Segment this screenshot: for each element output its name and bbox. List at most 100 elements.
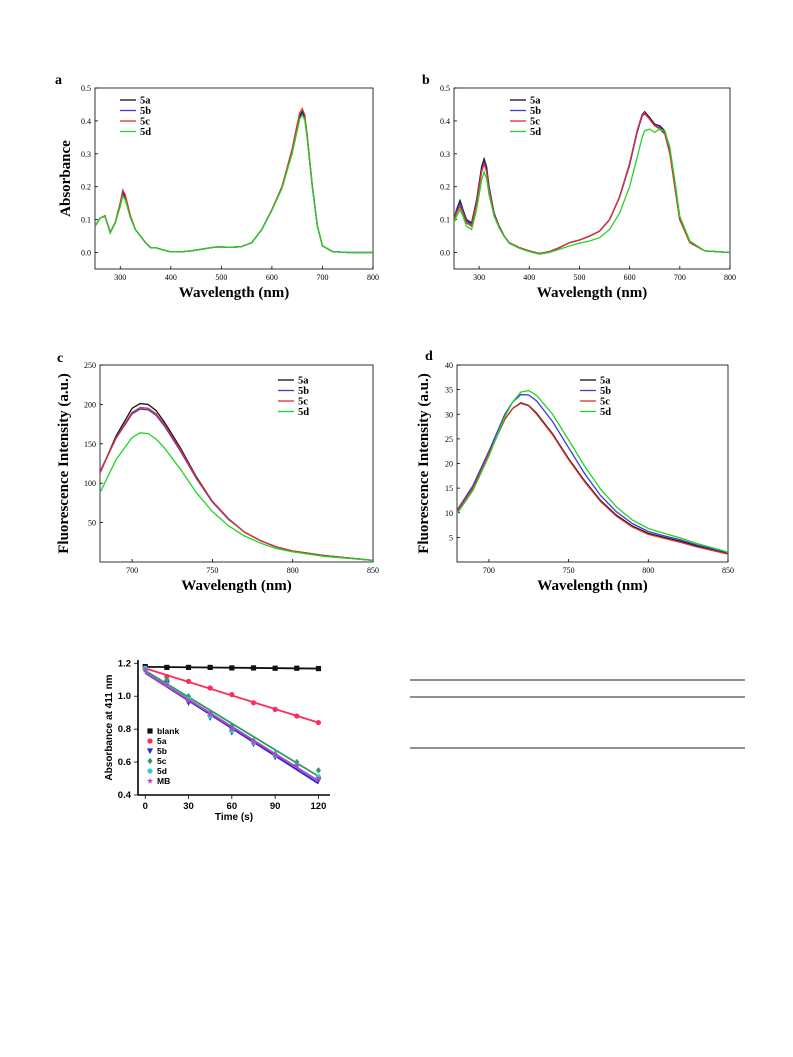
data-point-5c [164,676,170,683]
data-point-blank [315,665,322,672]
legend-marker-5d [147,768,153,774]
data-point-MB [185,697,192,704]
plot-frame [99,364,374,563]
x-axis-title: Time (s) [215,812,253,823]
data-point-5a [294,713,300,719]
y-tick-label: 0.0 [440,249,450,258]
data-point-5a [164,673,170,680]
legend-label: 5c [530,117,540,128]
y-tick-label: 0.4 [440,117,450,126]
y-tick-label: 15 [445,484,453,493]
y-tick-label: 5 [449,533,453,542]
data-point-MB [163,681,171,688]
legend-marker-blank [147,728,153,734]
legend-marker-5b [147,748,153,755]
data-point-MB [206,710,214,718]
x-tick-label: 800 [724,273,736,282]
data-point-blank [164,664,170,671]
y-tick-label: 200 [84,400,96,409]
series-line-5d [456,389,729,553]
series-line-5c [99,406,374,562]
legend-label: 5d [157,766,167,776]
series-line-5d [453,128,731,255]
x-tick-label: 800 [367,273,379,282]
x-tick-label: 700 [483,566,495,575]
legend-label: 5d [298,407,309,418]
series-line-5b [453,112,731,255]
plot-frame [94,87,374,270]
x-tick-label: 600 [266,273,278,282]
y-tick-label: 40 [445,361,453,370]
y-tick-label: 0.4 [118,790,132,801]
legend-label: 5a [600,376,611,387]
series-line-5a [99,402,374,562]
legend-label: 5b [140,106,151,117]
x-axis-title: Wavelength (nm) [537,578,647,594]
y-tick-label: 0.0 [81,249,91,258]
data-point-5a [272,706,278,712]
legend-label: 5a [157,736,167,746]
x-tick-label: 850 [367,566,379,575]
x-tick-label: 600 [624,273,636,282]
series-line-5b [456,393,729,554]
data-point-5a [315,719,322,726]
x-tick-label: 0 [143,801,148,812]
x-tick-label: 750 [563,566,575,575]
x-axis-title: Wavelength (nm) [181,578,291,594]
x-tick-label: 700 [126,566,138,575]
legend-label: 5c [157,756,167,766]
data-point-blank [272,665,278,671]
x-tick-label: 800 [642,566,654,575]
series-line-5c [453,111,731,255]
x-tick-label: 850 [722,566,734,575]
y-tick-label: 0.6 [118,757,131,768]
data-point-MB [315,775,322,782]
x-tick-label: 300 [114,273,126,282]
y-axis-title: Fluorescence Intensity (a.u.) [56,373,72,554]
data-point-5d [229,728,235,734]
data-point-MB [271,752,279,759]
y-tick-label: 50 [88,519,96,528]
data-point-MB [293,762,300,769]
data-point-blank [229,665,235,671]
y-tick-label: 0.5 [440,84,450,93]
x-tick-label: 300 [473,273,485,282]
x-tick-label: 400 [523,273,535,282]
legend-marker-MB [146,777,154,784]
legend-label: 5b [530,106,541,117]
x-axis-title: Wavelength (nm) [537,285,647,301]
data-point-5a [185,678,192,685]
y-tick-label: 1.2 [118,658,131,669]
y-tick-label: 0.8 [118,724,131,735]
x-tick-label: 700 [674,273,686,282]
plot-frame [456,364,729,563]
y-tick-label: 1.0 [118,691,131,702]
y-tick-label: 0.3 [81,150,91,159]
y-tick-label: 0.5 [81,84,91,93]
data-point-MB [250,738,257,746]
x-tick-label: 60 [227,801,238,812]
y-tick-label: 10 [445,509,453,518]
legend-label: 5b [157,746,167,756]
data-point-blank [185,664,192,671]
legend-label: 5a [140,96,151,107]
y-tick-label: 25 [445,435,453,444]
data-point-blank [294,665,300,671]
data-point-MB [228,725,236,732]
legend-label: 5b [600,386,611,397]
y-tick-label: 20 [445,460,453,469]
y-tick-label: 0.3 [440,150,450,159]
legend-label: 5c [140,117,150,128]
panel-label: b [422,73,430,88]
x-tick-label: 400 [165,273,177,282]
legend-label: 5d [140,127,151,138]
y-tick-label: 0.4 [81,117,91,126]
legend-label: 5c [600,397,610,408]
legend-label: 5a [298,376,309,387]
data-point-5a [250,700,257,706]
legend-label: 5d [600,407,611,418]
